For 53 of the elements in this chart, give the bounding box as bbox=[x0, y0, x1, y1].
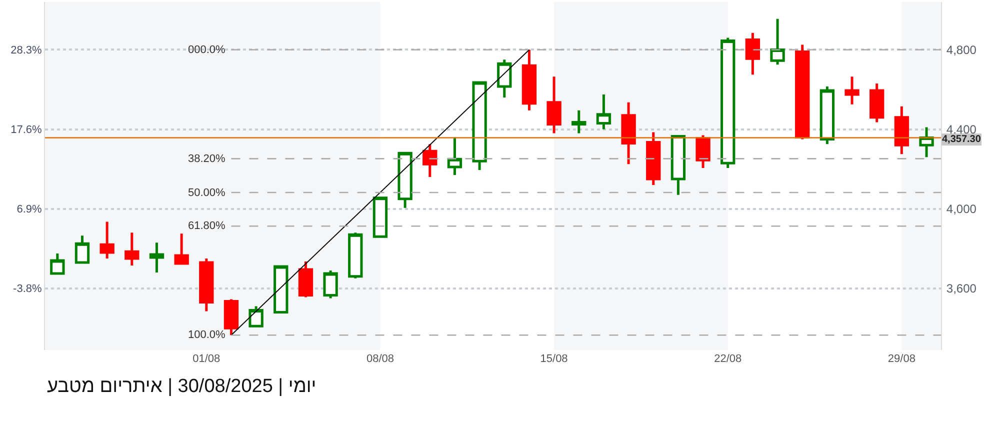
x-tick-label: 01/08 bbox=[192, 353, 220, 365]
candlestick bbox=[894, 105, 910, 156]
candlestick bbox=[795, 44, 810, 140]
candlestick bbox=[174, 232, 189, 266]
candlestick bbox=[497, 58, 512, 99]
candlestick bbox=[572, 109, 586, 134]
candlestick bbox=[298, 260, 314, 299]
y2-tick-label: -3.8% bbox=[13, 283, 42, 296]
y2-tick-label: 17.6% bbox=[10, 124, 42, 136]
x-tick-label: 29/08 bbox=[888, 353, 916, 365]
x-tick-label: 22/08 bbox=[714, 353, 742, 365]
candlestick bbox=[546, 75, 562, 134]
x-tick-label: 15/08 bbox=[540, 353, 568, 365]
candlestick bbox=[149, 241, 164, 274]
candlestick bbox=[820, 85, 835, 146]
ref-line-label: 4,357.30 bbox=[942, 134, 982, 145]
annotation: 100.0% bbox=[188, 329, 226, 341]
candlestick bbox=[100, 220, 114, 260]
annotation: 000.0% bbox=[188, 44, 226, 56]
candlestick bbox=[670, 134, 686, 196]
candlestick bbox=[770, 18, 785, 66]
candlestick bbox=[348, 231, 363, 280]
y-tick-label: 4,000 bbox=[946, 202, 977, 216]
candlestick bbox=[621, 101, 636, 166]
candlestick bbox=[248, 305, 264, 328]
candlestick bbox=[919, 126, 934, 158]
candlestick bbox=[472, 81, 487, 172]
candlestick bbox=[50, 252, 65, 275]
candlestick bbox=[646, 131, 661, 186]
candlestick bbox=[422, 142, 438, 178]
y-tick-label: 3,600 bbox=[946, 282, 977, 296]
candlestick bbox=[844, 75, 860, 106]
candlestick bbox=[596, 93, 612, 131]
annotation: 50.00% bbox=[188, 187, 226, 199]
candlestick bbox=[447, 136, 462, 176]
candlestick bbox=[745, 32, 760, 76]
candlestick bbox=[398, 152, 412, 210]
y2-tick-label: 6.9% bbox=[16, 204, 42, 216]
y-tick-label: 4,800 bbox=[946, 42, 977, 57]
x-tick-label: 08/08 bbox=[366, 353, 394, 365]
candlestick bbox=[124, 231, 140, 267]
candlestick bbox=[870, 82, 884, 124]
annotation: 38.20% bbox=[188, 153, 226, 165]
y2-tick-label: 28.3% bbox=[10, 44, 42, 57]
text: יומי | 30/08/2025 | איתריום מטבע bbox=[47, 376, 316, 397]
candlestick bbox=[74, 234, 90, 264]
candlestick bbox=[274, 264, 288, 314]
candlestick bbox=[224, 298, 239, 336]
candlestick bbox=[522, 48, 537, 112]
y-tick-label: 4,400 bbox=[946, 122, 977, 136]
candlestick bbox=[323, 269, 338, 300]
annotation: 61.80% bbox=[188, 220, 226, 232]
candlestick bbox=[199, 257, 214, 312]
